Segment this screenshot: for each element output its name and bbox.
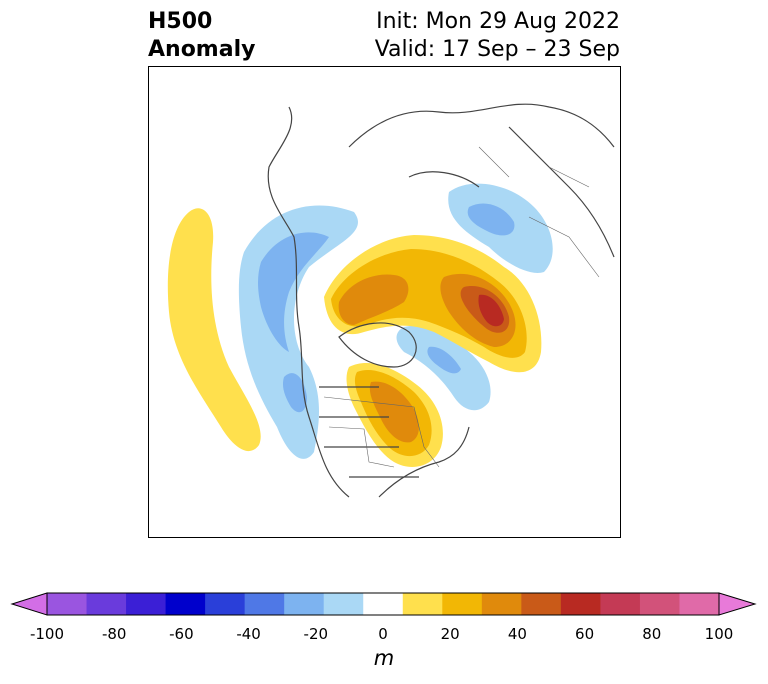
colorbar-tick-label: -60 (169, 625, 194, 643)
init-date: Init: Mon 29 Aug 2022 (376, 9, 620, 34)
west-negative-anomaly-core (258, 232, 329, 352)
map-title: H500 Anomaly (148, 8, 255, 64)
coastlines (267, 103, 615, 498)
colorbar (10, 592, 757, 616)
west-negative-anomaly-core-2 (282, 373, 307, 413)
arctic-positive-anomaly-orange (338, 274, 409, 325)
colorbar-cell (323, 593, 364, 615)
europe-positive-anomaly-max (478, 294, 504, 327)
anomaly-map (148, 66, 621, 538)
valid-range: Valid: 17 Sep – 23 Sep (374, 37, 620, 62)
colorbar-cell (442, 593, 483, 615)
title-line-1: H500 (148, 9, 213, 34)
colorbar-arrow-low (10, 592, 48, 616)
colorbar-tick-label: 0 (378, 625, 388, 643)
colorbar-tick-label: 20 (440, 625, 460, 643)
colorbar-unit: m (373, 646, 395, 670)
forecast-info: Init: Mon 29 Aug 2022 Valid: 17 Sep – 23… (375, 8, 620, 64)
colorbar-tick-label: 40 (507, 625, 527, 643)
north-america-positive-orange (369, 381, 419, 443)
colorbar-cell (205, 593, 246, 615)
colorbar-cell (165, 593, 206, 615)
colorbar-tick-label: 100 (704, 625, 734, 643)
colorbar-cell (86, 593, 127, 615)
colorbar-arrow-high (718, 592, 757, 616)
title-line-2: Anomaly (148, 37, 256, 62)
colorbar-cell (679, 593, 720, 615)
colorbar-cell (402, 593, 443, 615)
colorbar-cell (481, 593, 522, 615)
colorbar-tick-label: -40 (236, 625, 261, 643)
colorbar-cell (560, 593, 601, 615)
anomaly-map-svg (167, 103, 615, 498)
colorbar-cell (284, 593, 325, 615)
colorbar-tick-label: 60 (575, 625, 595, 643)
colorbar-tick-label: 80 (642, 625, 662, 643)
colorbar-cells (10, 592, 757, 616)
colorbar-cell (126, 593, 167, 615)
colorbar-tick-label: -80 (101, 625, 127, 643)
colorbar-cell (600, 593, 641, 615)
colorbar-tick-label: -20 (303, 625, 329, 643)
colorbar-cell (639, 593, 680, 615)
colorbar-cell (521, 593, 562, 615)
colorbar-frame (46, 592, 720, 616)
colorbar-cell (363, 593, 404, 615)
colorbar-tick-label: -100 (29, 625, 65, 643)
pacific-positive-anomaly (167, 208, 261, 452)
borders (323, 146, 600, 468)
colorbar-cell (47, 593, 88, 615)
atlantic-negative-core (427, 346, 461, 374)
siberia-negative-core (467, 203, 515, 236)
colorbar-cell (244, 593, 285, 615)
